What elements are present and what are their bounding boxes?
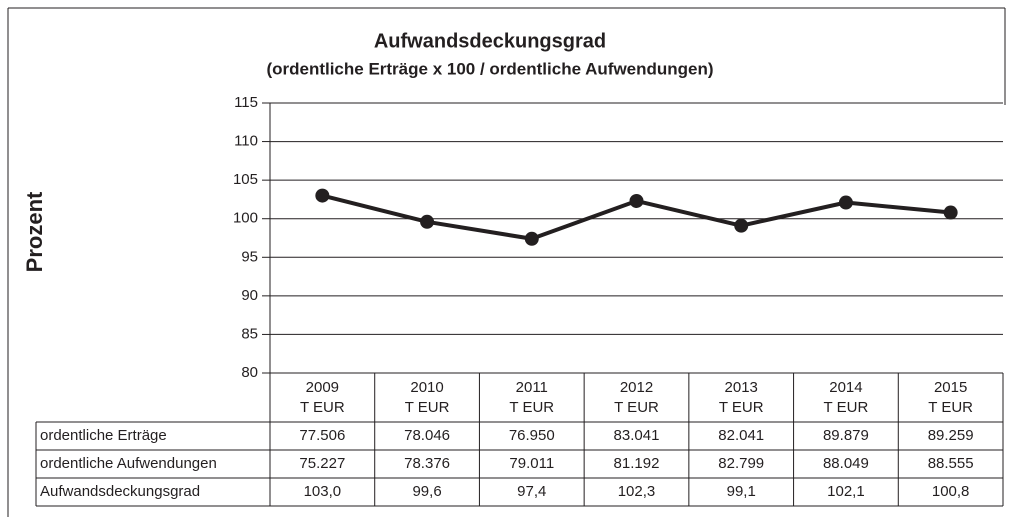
x-tick-unit: T EUR	[509, 399, 554, 416]
data-point	[838, 195, 853, 210]
x-tick-unit: T EUR	[928, 399, 973, 416]
table-cell: 78.046	[404, 427, 450, 444]
chart-subtitle: (ordentliche Erträge x 100 / ordentliche…	[266, 59, 713, 78]
table-cell: 97,4	[517, 483, 546, 500]
table-row-label: ordentliche Erträge	[40, 427, 167, 444]
data-point	[943, 205, 958, 220]
y-tick-label: 90	[241, 287, 258, 304]
x-tick-unit: T EUR	[300, 399, 345, 416]
table-cell: 102,1	[827, 483, 865, 500]
x-tick-unit: T EUR	[719, 399, 764, 416]
table-cell: 79.011	[509, 455, 554, 472]
table-cell: 83.041	[614, 427, 660, 444]
x-tick-label: 2015	[934, 379, 967, 396]
table-cell: 99,1	[727, 483, 756, 500]
table-cell: 99,6	[412, 483, 441, 500]
data-point	[734, 218, 749, 233]
y-tick-label: 105	[233, 171, 258, 188]
table-cell: 75.227	[299, 455, 345, 472]
table-cell: 89.259	[928, 427, 974, 444]
x-tick-label: 2011	[516, 379, 548, 396]
y-tick-label: 95	[241, 248, 258, 265]
table-cell: 102,3	[618, 483, 656, 500]
y-tick-label: 110	[234, 133, 258, 150]
table-row-label: ordentliche Aufwendungen	[40, 455, 217, 472]
x-tick-unit: T EUR	[405, 399, 450, 416]
data-point	[524, 231, 539, 246]
x-tick-label: 2012	[620, 379, 653, 396]
y-tick-label: 100	[233, 210, 258, 227]
x-tick-label: 2010	[410, 379, 443, 396]
chart-title: Aufwandsdeckungsgrad	[374, 30, 606, 52]
table-row-label: Aufwandsdeckungsgrad	[40, 483, 200, 500]
x-tick-label: 2009	[306, 379, 339, 396]
x-tick-label: 2013	[725, 379, 758, 396]
y-tick-label: 85	[241, 325, 258, 342]
y-tick-label: 115	[234, 94, 258, 111]
table-cell: 82.041	[718, 427, 764, 444]
table-cell: 76.950	[509, 427, 555, 444]
table-cell: 89.879	[823, 427, 869, 444]
table-cell: 81.192	[614, 455, 660, 472]
table-cell: 78.376	[404, 455, 450, 472]
data-point	[315, 188, 330, 203]
data-point	[420, 214, 435, 229]
table-cell: 88.049	[823, 455, 869, 472]
table-cell: 82.799	[718, 455, 764, 472]
data-point	[629, 193, 644, 208]
x-tick-unit: T EUR	[824, 399, 869, 416]
x-tick-unit: T EUR	[614, 399, 659, 416]
table-cell: 88.555	[928, 455, 974, 472]
table-cell: 100,8	[932, 483, 970, 500]
y-tick-label: 80	[241, 364, 258, 381]
y-axis-label: Prozent	[22, 191, 47, 272]
table-cell: 77.506	[299, 427, 345, 444]
x-tick-label: 2014	[829, 379, 862, 396]
table-cell: 103,0	[304, 483, 342, 500]
